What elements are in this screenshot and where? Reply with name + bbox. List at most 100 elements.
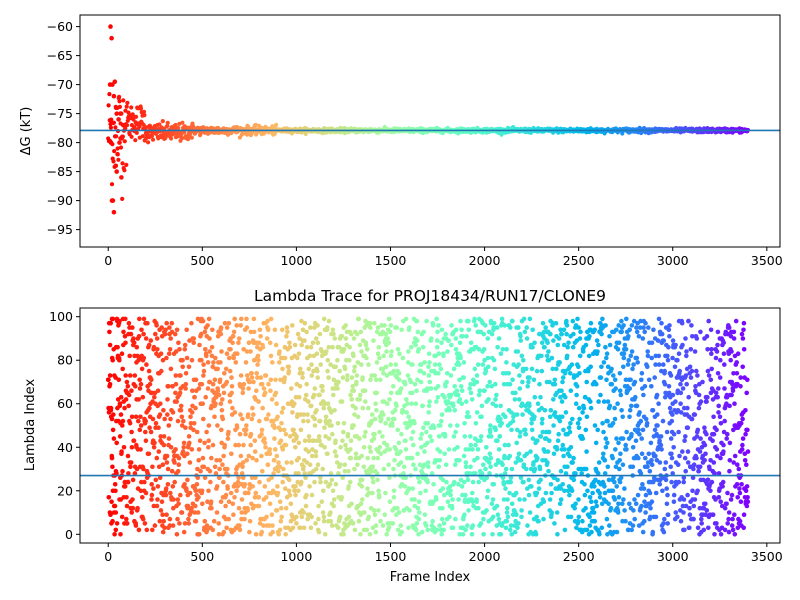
data-point bbox=[457, 340, 463, 346]
data-point bbox=[134, 344, 140, 350]
data-point bbox=[218, 331, 224, 337]
data-point bbox=[646, 325, 651, 330]
data-point bbox=[704, 399, 709, 404]
data-point bbox=[486, 364, 491, 370]
data-point bbox=[409, 436, 414, 441]
data-point bbox=[388, 323, 394, 328]
data-point bbox=[143, 418, 148, 424]
data-point bbox=[466, 327, 472, 333]
data-point bbox=[159, 368, 164, 374]
data-point bbox=[330, 431, 335, 437]
data-point bbox=[483, 368, 489, 374]
data-point bbox=[636, 427, 641, 433]
data-point bbox=[368, 449, 374, 454]
data-point bbox=[387, 475, 392, 481]
data-point bbox=[122, 168, 127, 173]
data-point bbox=[468, 434, 473, 439]
data-point bbox=[670, 338, 676, 343]
data-point bbox=[421, 371, 427, 376]
data-point bbox=[244, 349, 250, 354]
data-point bbox=[521, 357, 526, 363]
data-point bbox=[681, 479, 686, 485]
data-point bbox=[491, 325, 496, 330]
data-point bbox=[312, 386, 318, 391]
data-point bbox=[238, 373, 244, 378]
data-point bbox=[370, 475, 375, 481]
data-point bbox=[466, 414, 472, 420]
data-point bbox=[250, 484, 255, 489]
data-point bbox=[375, 351, 381, 357]
data-point bbox=[158, 351, 164, 357]
data-point bbox=[707, 466, 712, 472]
data-point bbox=[163, 492, 169, 498]
data-point bbox=[537, 466, 543, 472]
data-point bbox=[511, 362, 516, 367]
data-point bbox=[134, 114, 139, 119]
data-point bbox=[312, 325, 317, 330]
data-point bbox=[694, 434, 700, 439]
data-point bbox=[244, 325, 250, 330]
data-point bbox=[308, 325, 313, 330]
data-point bbox=[489, 384, 495, 389]
data-point bbox=[440, 505, 445, 511]
data-point bbox=[119, 351, 125, 357]
data-point bbox=[257, 479, 262, 485]
data-point bbox=[563, 394, 568, 400]
data-point bbox=[662, 394, 668, 400]
data-point bbox=[226, 320, 232, 326]
data-point bbox=[653, 453, 658, 459]
data-point bbox=[154, 455, 160, 461]
data-point bbox=[698, 399, 704, 404]
y-tick-label: −65 bbox=[47, 48, 73, 63]
data-point bbox=[186, 521, 192, 526]
data-point bbox=[619, 329, 624, 335]
data-point bbox=[212, 414, 217, 420]
data-point bbox=[126, 320, 132, 326]
data-point bbox=[688, 375, 694, 380]
data-point bbox=[605, 418, 610, 424]
data-point bbox=[463, 527, 468, 533]
data-point bbox=[420, 471, 425, 476]
data-point bbox=[431, 482, 436, 487]
data-point bbox=[524, 325, 529, 330]
data-point bbox=[170, 410, 176, 415]
data-point bbox=[573, 401, 579, 407]
data-point bbox=[558, 468, 564, 474]
data-point bbox=[500, 462, 505, 468]
data-point bbox=[441, 527, 447, 533]
data-point bbox=[375, 477, 380, 483]
data-point bbox=[494, 503, 500, 509]
data-point bbox=[149, 482, 154, 487]
data-point bbox=[124, 104, 129, 109]
data-point bbox=[677, 368, 682, 374]
data-point bbox=[423, 523, 429, 528]
data-point bbox=[443, 331, 448, 337]
data-point bbox=[691, 516, 696, 522]
data-point bbox=[462, 421, 467, 426]
data-point bbox=[367, 445, 373, 450]
data-point bbox=[360, 497, 365, 502]
data-point bbox=[338, 462, 343, 468]
data-point bbox=[360, 375, 365, 380]
data-point bbox=[164, 512, 169, 517]
data-point bbox=[252, 438, 258, 444]
data-point bbox=[150, 137, 156, 142]
data-point bbox=[458, 318, 463, 324]
data-point bbox=[681, 475, 687, 481]
data-point bbox=[445, 399, 451, 404]
data-point bbox=[500, 347, 506, 352]
data-point bbox=[626, 357, 631, 363]
data-point bbox=[210, 327, 215, 333]
data-point bbox=[160, 357, 166, 363]
data-point bbox=[136, 418, 141, 424]
data-point bbox=[554, 510, 560, 515]
y-tick-label: −85 bbox=[47, 164, 73, 179]
data-point bbox=[320, 510, 326, 515]
data-point bbox=[228, 347, 233, 352]
data-point bbox=[369, 468, 375, 474]
data-point bbox=[580, 518, 585, 524]
data-point bbox=[338, 445, 343, 450]
data-point bbox=[601, 360, 607, 365]
data-point bbox=[258, 375, 264, 380]
data-point bbox=[125, 479, 131, 485]
